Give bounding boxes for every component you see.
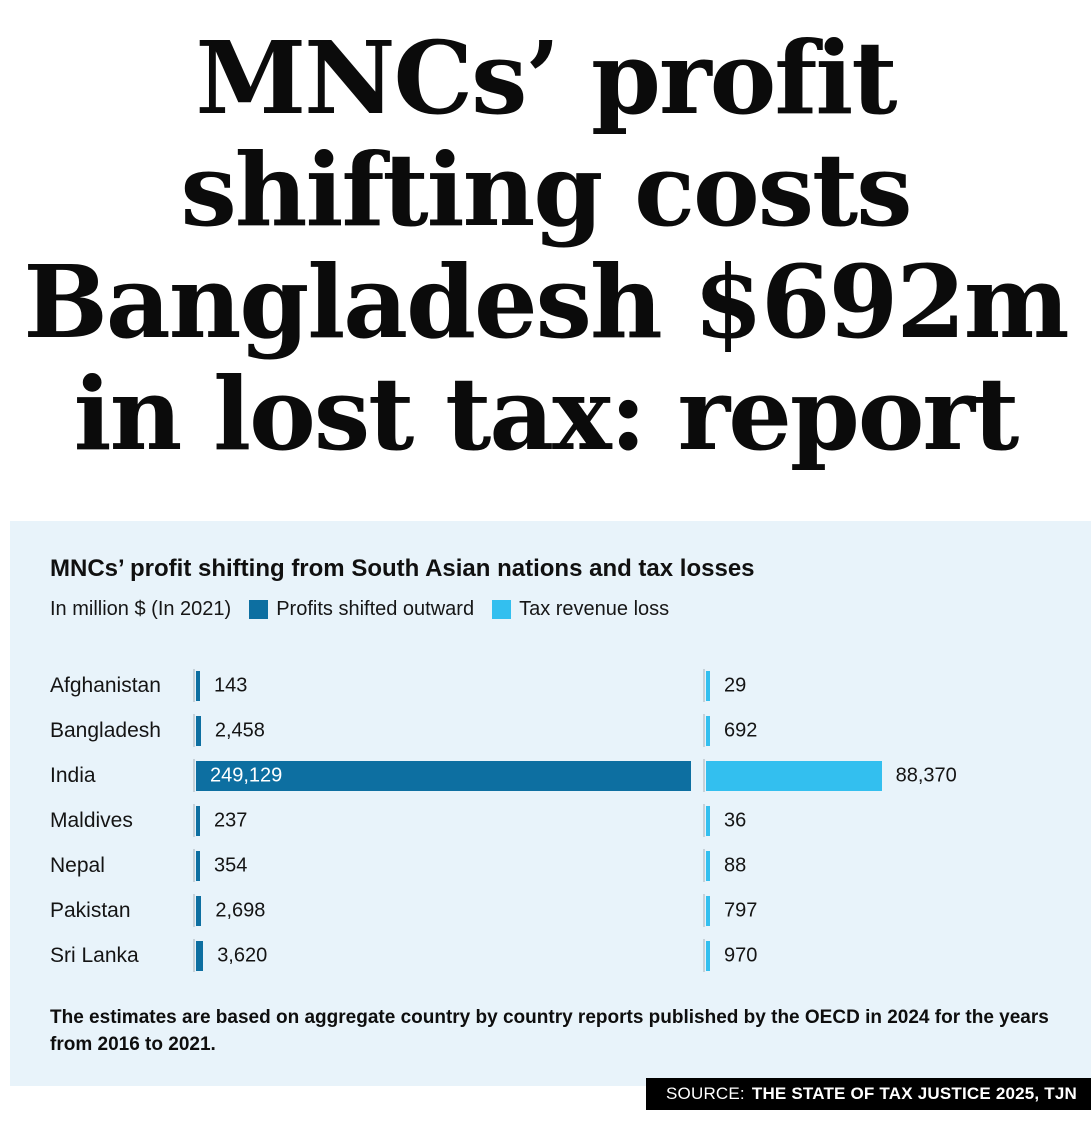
- chart-footnote: The estimates are based on aggregate cou…: [50, 1007, 1049, 1055]
- profits-shifted-cell: 3,620: [193, 933, 703, 978]
- profits-shifted-bar: [196, 670, 200, 701]
- profits-shifted-bar: [196, 760, 691, 791]
- profits-shifted-bar: [196, 850, 200, 881]
- value-label: 3,620: [217, 944, 268, 966]
- tax-loss-cell: 692: [703, 708, 1091, 753]
- chart-panel: MNCs’ profit shifting from South Asian n…: [10, 521, 1091, 1086]
- headline: MNCs’ profit shifting costs Bangladesh $…: [0, 22, 1091, 470]
- chart-row: Bangladesh 2,458 692: [50, 708, 1091, 753]
- value-label: 2,458: [214, 719, 265, 741]
- country-label: Sri Lanka: [50, 943, 139, 967]
- value-label: 88: [724, 854, 747, 876]
- profits-shifted-cell: 2,458: [193, 708, 703, 753]
- value-label: 143: [214, 674, 248, 696]
- value-label: 29: [724, 674, 747, 696]
- unit-label: In million $ (In 2021): [50, 598, 232, 620]
- legend-swatch-dark-blue-icon: [249, 600, 269, 619]
- chart-row: Sri Lanka 3,620 970: [50, 933, 1091, 978]
- headline-line-4: in lost tax: report: [73, 355, 1020, 473]
- value-label: 797: [724, 899, 758, 921]
- chart-rows: Afghanistan 143 29 Bangladesh 2,458 692 India 2…: [50, 663, 1091, 978]
- value-label: 2,698: [215, 899, 266, 921]
- tax-loss-bar: [706, 895, 710, 926]
- legend-item-profits-shifted: Profits shifted outward: [249, 598, 474, 621]
- chart-title: MNCs’ profit shifting from South Asian n…: [50, 555, 755, 582]
- profits-shifted-cell: 249,129: [193, 753, 703, 798]
- source-text: THE STATE OF TAX JUSTICE 2025, TJN: [751, 1084, 1077, 1103]
- tax-loss-bar: [706, 670, 710, 701]
- country-label: Bangladesh: [50, 718, 161, 742]
- headline-line-3: Bangladesh $692m: [23, 243, 1069, 361]
- legend-item-tax-loss: Tax revenue loss: [492, 598, 669, 621]
- tax-loss-bar: [706, 805, 710, 836]
- profits-shifted-cell: 237: [193, 798, 703, 843]
- profits-shifted-cell: 2,698: [193, 888, 703, 933]
- value-label: 237: [214, 809, 248, 831]
- profits-shifted-bar: [196, 805, 200, 836]
- tax-loss-cell: 88,370: [703, 753, 1091, 798]
- tax-loss-bar: [706, 760, 882, 791]
- tax-loss-bar: [706, 715, 710, 746]
- source-bar: SOURCE: THE STATE OF TAX JUSTICE 2025, T…: [646, 1078, 1091, 1110]
- headline-line-2: shifting costs: [180, 131, 912, 249]
- tax-loss-bar: [706, 940, 710, 971]
- legend-swatch-light-blue-icon: [492, 600, 512, 619]
- chart-row: Pakistan 2,698 797: [50, 888, 1091, 933]
- tax-loss-cell: 797: [703, 888, 1091, 933]
- chart-row: Nepal 354 88: [50, 843, 1091, 888]
- value-label: 249,129: [210, 764, 283, 786]
- country-label: Afghanistan: [50, 673, 161, 697]
- tax-loss-cell: 29: [703, 663, 1091, 708]
- country-label: Maldives: [50, 808, 133, 832]
- profits-shifted-bar: [196, 940, 204, 971]
- chart-legend: In million $ (In 2021) Profits shifted o…: [50, 598, 1091, 621]
- value-label: 88,370: [895, 764, 957, 786]
- country-label: Pakistan: [50, 898, 131, 922]
- headline-line-1: MNCs’ profit: [195, 19, 897, 137]
- tax-loss-cell: 36: [703, 798, 1091, 843]
- value-label: 354: [214, 854, 248, 876]
- country-label: India: [50, 763, 96, 787]
- chart-row: Maldives 237 36: [50, 798, 1091, 843]
- profits-shifted-bar: [196, 895, 202, 926]
- value-label: 970: [724, 944, 758, 966]
- tax-loss-bar: [706, 850, 710, 881]
- source-prefix-label: SOURCE:: [666, 1084, 745, 1103]
- chart-row: India 249,129 88,370: [50, 753, 1091, 798]
- legend-label-profits-shifted: Profits shifted outward: [276, 598, 475, 620]
- chart-row: Afghanistan 143 29: [50, 663, 1091, 708]
- legend-label-tax-loss: Tax revenue loss: [519, 598, 670, 620]
- country-label: Nepal: [50, 853, 105, 877]
- profits-shifted-cell: 354: [193, 843, 703, 888]
- tax-loss-cell: 970: [703, 933, 1091, 978]
- profits-shifted-bar: [196, 715, 201, 746]
- value-label: 692: [724, 719, 758, 741]
- profits-shifted-cell: 143: [193, 663, 703, 708]
- tax-loss-cell: 88: [703, 843, 1091, 888]
- value-label: 36: [724, 809, 747, 831]
